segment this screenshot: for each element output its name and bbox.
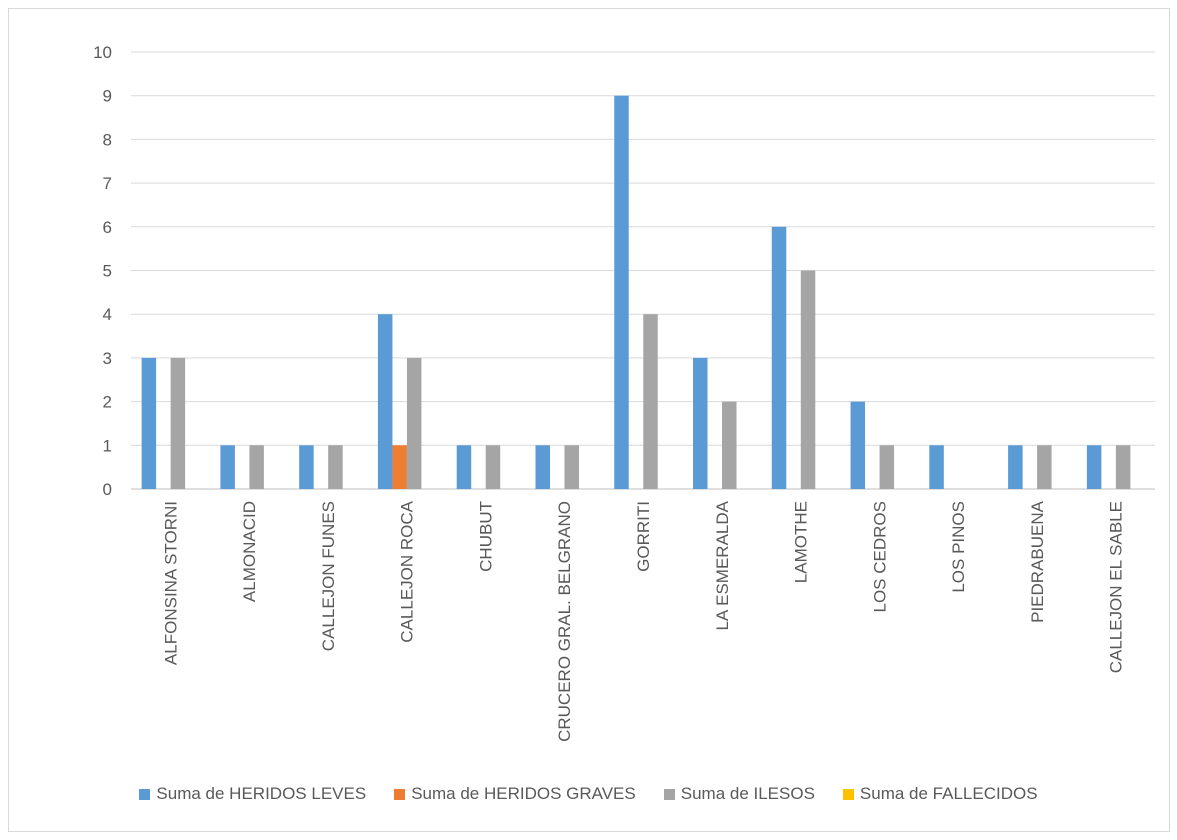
bar-3-4 xyxy=(406,357,422,489)
bar-3-1 xyxy=(170,357,186,489)
y-tick-label: 1 xyxy=(103,436,112,455)
y-tick-label: 4 xyxy=(103,305,112,324)
legend-item: Suma de HERIDOS GRAVES xyxy=(394,784,636,804)
bar-1-7 xyxy=(614,95,629,489)
bar-3-2 xyxy=(249,445,264,489)
legend-swatch xyxy=(394,788,406,800)
x-category-label: LOS CEDROS xyxy=(870,501,889,612)
bar-1-11 xyxy=(929,445,944,489)
bar-1-12 xyxy=(1008,445,1023,489)
bar-3-5 xyxy=(485,445,501,489)
bar-1-5 xyxy=(456,445,472,489)
y-tick-label: 6 xyxy=(103,218,112,237)
bar-2-4 xyxy=(392,445,407,489)
bar-1-9 xyxy=(771,226,787,490)
y-tick-label: 3 xyxy=(103,349,112,368)
bar-1-6 xyxy=(535,445,550,489)
bars xyxy=(141,95,1131,490)
x-category-label: CHUBUT xyxy=(476,501,495,572)
bar-1-8 xyxy=(693,357,708,489)
bar-3-10 xyxy=(879,445,895,489)
bar-1-2 xyxy=(220,445,235,489)
bar-1-1 xyxy=(141,357,157,489)
x-category-label: CALLEJON ROCA xyxy=(398,500,417,642)
legend-item: Suma de FALLECIDOS xyxy=(842,784,1038,804)
legend-label: Suma de HERIDOS LEVES xyxy=(156,784,367,803)
x-category-label: CRUCERO GRAL. BELGRANO xyxy=(555,501,574,742)
category-labels: ALFONSINA STORNI ALMONACID CALLEJON FUNES C… xyxy=(161,500,1125,742)
x-category-label: LAMOTHE xyxy=(792,501,811,583)
legend: Suma de HERIDOS LEVES Suma de HERIDOS GRA… xyxy=(0,784,1177,804)
legend-item: Suma de ILESOS xyxy=(663,784,815,804)
y-tick-label: 0 xyxy=(103,480,112,499)
gridlines xyxy=(131,51,1155,490)
bar-3-13 xyxy=(1115,445,1131,489)
y-tick-label: 5 xyxy=(103,262,112,281)
bar-1-13 xyxy=(1086,445,1102,489)
legend-label: Suma de ILESOS xyxy=(680,784,815,803)
y-tick-label: 9 xyxy=(103,87,112,106)
chart-frame xyxy=(8,8,1170,832)
legend-item: Suma de HERIDOS LEVES xyxy=(139,784,366,804)
legend-swatch xyxy=(842,788,854,800)
y-tick-label: 2 xyxy=(103,393,112,412)
legend-swatch xyxy=(139,788,151,800)
x-category-label: CALLEJON FUNES xyxy=(319,501,338,651)
legend-swatch xyxy=(663,788,675,800)
bar-3-8 xyxy=(722,401,737,489)
y-axis-ticks: 0 1 2 3 4 5 6 7 8 9 10 xyxy=(93,43,112,499)
bar-3-9 xyxy=(800,270,816,489)
bar-1-10 xyxy=(850,401,866,489)
bar-1-4 xyxy=(377,314,393,489)
y-tick-label: 7 xyxy=(103,174,112,193)
legend-label: Suma de HERIDOS GRAVES xyxy=(411,784,636,803)
x-category-label: ALFONSINA STORNI xyxy=(161,501,180,665)
bar-1-3 xyxy=(299,445,314,489)
x-category-label: LOS PINOS xyxy=(949,501,968,593)
legend-label: Suma de FALLECIDOS xyxy=(859,784,1038,803)
y-tick-label: 8 xyxy=(103,130,112,149)
x-category-label: GORRITI xyxy=(634,501,653,572)
bar-3-7 xyxy=(643,314,658,489)
y-tick-label: 10 xyxy=(93,43,112,62)
x-category-label: LA ESMERALDA xyxy=(713,500,732,630)
bar-3-3 xyxy=(328,445,343,489)
bar-3-6 xyxy=(564,445,579,489)
x-category-label: PIEDRABUENA xyxy=(1028,500,1047,623)
x-category-label: CALLEJON EL SABLE xyxy=(1107,501,1126,673)
x-category-label: ALMONACID xyxy=(240,501,259,602)
bar-3-12 xyxy=(1037,445,1052,489)
